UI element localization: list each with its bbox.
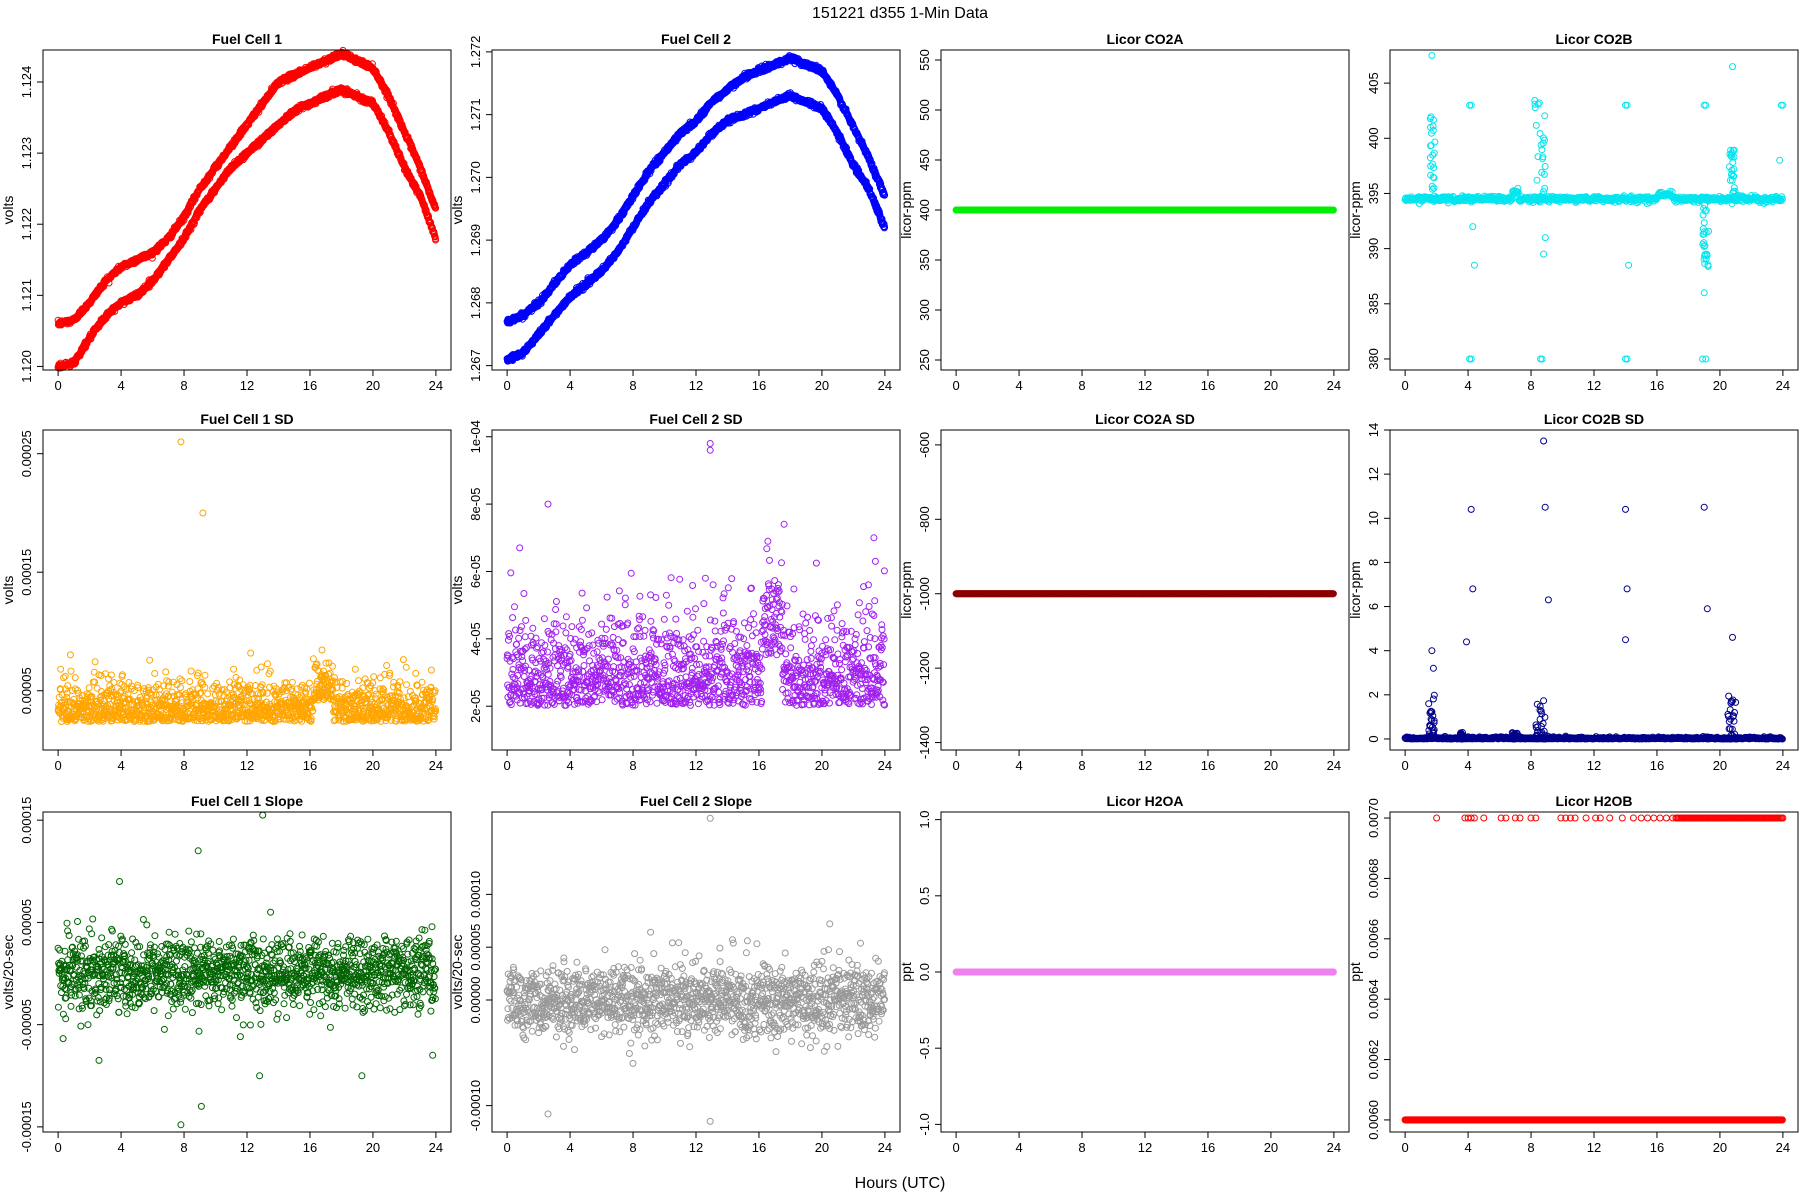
x-tick-label: 16 xyxy=(303,378,317,393)
data-points xyxy=(503,52,889,365)
x-tick-label: 12 xyxy=(240,378,254,393)
y-tick-label: 1.123 xyxy=(19,137,34,170)
x-tick-label: 20 xyxy=(366,378,380,393)
x-tick-label: 24 xyxy=(429,378,443,393)
panel-fuel-cell-1: Fuel Cell 1 volts 0 4 8 12 16 20 24 1.120 1.121 1.1… xyxy=(0,31,452,393)
panel-grid: Fuel Cell 1 volts 0 4 8 12 16 20 24 1.120 1.121 1.1… xyxy=(0,31,1799,1155)
x-tick-label: 8 xyxy=(180,378,187,393)
panel-title: Fuel Cell 1 xyxy=(212,31,282,47)
figure-title: 151221 d355 1-Min Data xyxy=(812,5,988,22)
x-tick-label: 4 xyxy=(117,378,124,393)
x-tick-label: 0 xyxy=(54,378,61,393)
y-axis-label: volts xyxy=(0,196,16,225)
y-axis-label: volts xyxy=(449,196,465,225)
y-tick-label: 1.121 xyxy=(19,279,34,312)
data-points xyxy=(54,46,440,372)
y-tick-label: 1.124 xyxy=(19,66,34,99)
x-axis-label: Hours (UTC) xyxy=(855,1175,946,1192)
y-tick-label: 1.122 xyxy=(19,208,34,241)
y-tick-label: 1.120 xyxy=(19,350,34,383)
panel-title: Fuel Cell 2 xyxy=(661,31,731,47)
